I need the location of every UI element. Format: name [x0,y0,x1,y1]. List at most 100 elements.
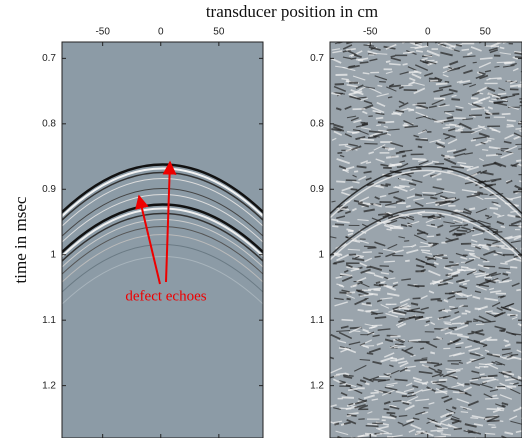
noise [422,170,436,177]
noise [410,423,422,430]
noise [363,100,373,105]
noise [381,415,396,420]
noise [393,345,406,349]
noise [446,149,457,153]
noise [350,116,359,122]
noise [338,165,347,170]
noise [368,151,375,155]
noise [420,241,430,246]
noise [444,322,452,326]
noise [477,86,488,93]
noise [388,84,401,88]
noise [419,59,431,65]
noise [467,430,474,434]
noise [519,222,522,225]
noise [430,196,438,200]
noise [405,204,411,208]
noise [386,292,400,297]
noise [501,306,509,311]
noise [493,378,499,381]
noise [491,361,496,364]
noise [516,349,522,354]
noise [398,236,406,239]
noise [407,107,415,112]
noise [425,201,435,205]
noise [416,231,426,235]
noise [519,324,522,327]
noise [401,348,414,356]
noise [336,220,350,224]
noise [373,283,381,287]
noise [450,417,462,423]
noise [391,216,401,222]
noise [475,140,489,147]
noise [406,195,415,199]
noise [333,407,341,410]
noise [496,306,503,311]
noise [354,298,367,306]
noise [440,417,451,423]
noise [383,408,390,411]
noise [372,109,382,114]
noise [454,311,460,314]
noise [343,269,349,274]
noise [474,193,488,195]
noise [415,49,423,53]
panel-frame [61,41,264,438]
noise [403,315,416,321]
noise [434,435,446,438]
noise [447,138,458,145]
noise [422,411,429,415]
noise [499,329,506,332]
echo-curve [62,256,263,305]
noise [463,386,472,392]
noise [486,137,495,140]
noise [357,219,369,222]
noise [386,382,398,386]
noise [335,107,342,111]
noise [436,224,444,229]
noise [475,285,487,291]
noise [450,224,463,227]
noise [413,87,426,95]
noise [484,238,498,242]
noise [492,240,502,245]
noise [493,251,505,257]
noise [412,157,426,161]
noise [455,44,462,47]
noise [336,158,351,165]
noise [387,243,398,250]
noise [374,316,387,320]
noise [387,277,396,280]
noise [429,420,442,426]
y-tick-label: 1.1 [42,315,56,326]
noise [398,304,410,310]
noise [353,199,363,204]
noise [392,284,398,288]
noise [415,138,429,142]
noise [389,364,394,368]
noise [451,94,457,98]
noise [460,256,468,260]
noise [344,210,352,215]
noise [357,433,369,438]
noise [449,411,455,415]
noise [461,48,470,52]
noise [415,103,429,109]
noise [346,294,355,299]
noise [336,329,351,332]
noise [346,291,356,294]
noise [500,149,514,154]
noise [490,178,502,182]
noise [358,130,369,135]
noise [503,339,510,343]
noise [351,145,362,151]
noise [383,276,389,280]
noise [473,339,481,343]
noise [478,96,491,103]
noise [356,96,367,99]
noise [472,136,487,140]
noise [440,327,449,332]
noise [382,213,390,218]
noise [456,229,468,232]
